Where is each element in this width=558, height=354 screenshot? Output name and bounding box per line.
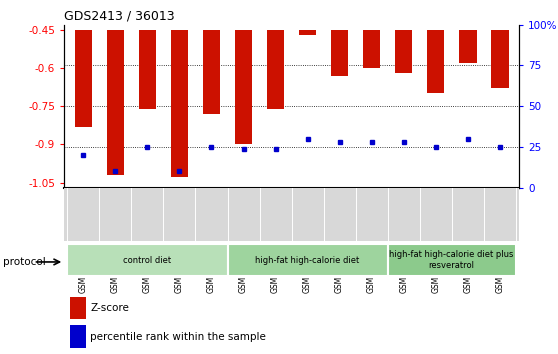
Text: high-fat high-calorie diet plus
resveratrol: high-fat high-calorie diet plus resverat… [389,251,514,270]
Bar [363,30,381,68]
Bar [299,30,316,35]
FancyBboxPatch shape [68,244,228,276]
Text: high-fat high-calorie diet: high-fat high-calorie diet [256,256,360,265]
Bar [107,30,124,175]
Text: percentile rank within the sample: percentile rank within the sample [90,332,266,342]
Text: protocol: protocol [3,257,46,267]
Bar [75,30,92,127]
Bar [70,297,85,319]
Bar [138,30,156,109]
Bar [427,30,445,93]
Bar [171,30,188,177]
Bar [331,30,348,76]
Text: Z-score: Z-score [90,303,129,313]
Text: GDS2413 / 36013: GDS2413 / 36013 [64,9,175,22]
Bar [235,30,252,144]
Bar [203,30,220,114]
Bar [70,325,85,348]
Bar [267,30,285,109]
Bar [395,30,412,73]
Bar [459,30,477,63]
FancyBboxPatch shape [388,244,516,276]
Text: control diet: control diet [123,256,171,265]
FancyBboxPatch shape [228,244,388,276]
Bar [491,30,508,88]
